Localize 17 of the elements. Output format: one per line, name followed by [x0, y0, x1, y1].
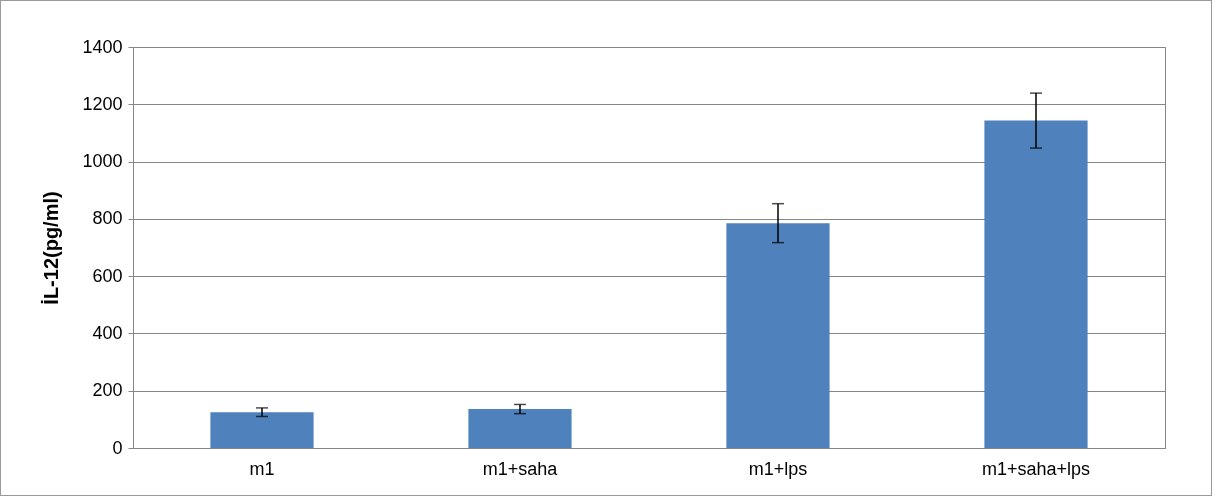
bar	[984, 120, 1088, 448]
bar	[468, 409, 572, 448]
bar	[726, 223, 830, 448]
x-tick-label: m1+lps	[748, 458, 808, 479]
y-tick-label: 200	[92, 380, 123, 401]
y-axis-title: İL-12(pg/ml)	[40, 191, 63, 305]
y-tick-label: 1200	[82, 93, 123, 114]
y-tick-label: 1000	[82, 151, 123, 172]
y-tick-label: 0	[112, 437, 123, 458]
y-tick-label: 1400	[82, 36, 123, 57]
bar	[210, 412, 314, 448]
y-tick-label: 400	[92, 322, 123, 343]
y-tick-label: 600	[92, 265, 123, 286]
y-tick-label: 800	[92, 208, 123, 229]
x-tick-label: m1+saha	[482, 458, 559, 479]
x-tick-label: m1+saha+lps	[981, 458, 1091, 479]
x-tick-label: m1	[249, 458, 275, 479]
